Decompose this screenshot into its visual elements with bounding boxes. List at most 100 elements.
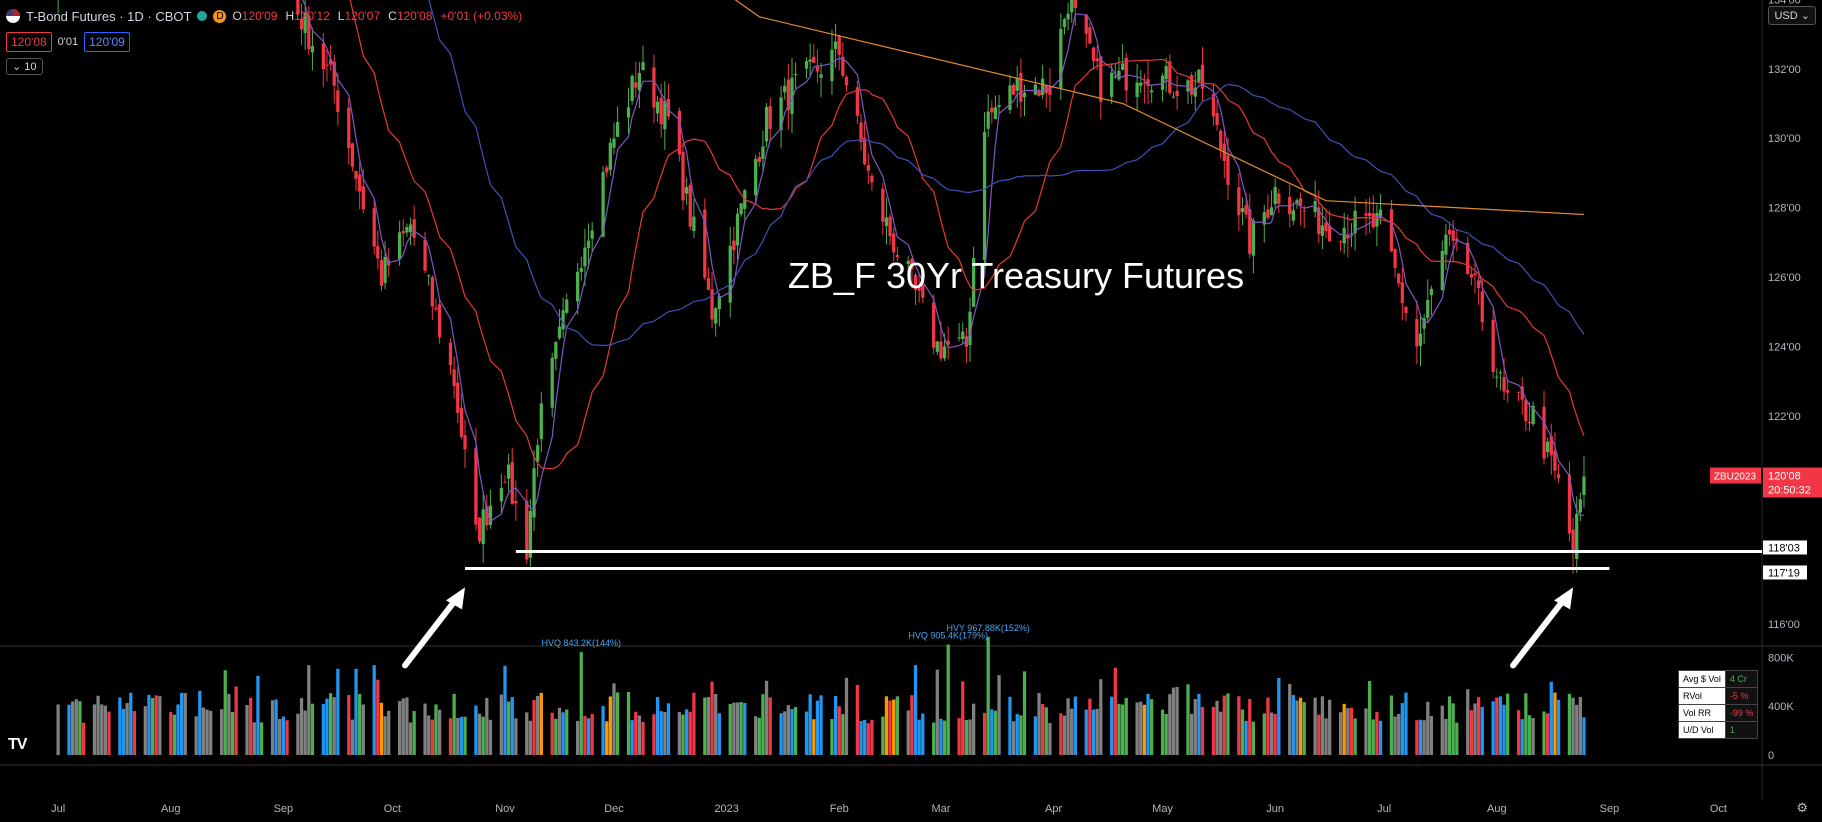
- candle-body: [1567, 474, 1572, 534]
- candle-body: [437, 304, 442, 338]
- candle-body: [1113, 76, 1117, 78]
- volume-bar: [735, 702, 740, 755]
- volume-bar: [1378, 720, 1383, 755]
- volume-bar: [361, 704, 365, 755]
- volume-bar: [990, 709, 994, 755]
- volume-bar: [194, 716, 198, 755]
- volume-bar: [550, 712, 554, 755]
- volume-bar: [833, 695, 838, 755]
- volume-bar: [1451, 703, 1455, 755]
- volume-bar: [234, 686, 238, 755]
- candle-body: [405, 226, 409, 233]
- volume-bar: [354, 668, 358, 755]
- time-tick-label: Mar: [931, 803, 950, 815]
- volume-bar: [121, 708, 126, 755]
- arrow-head: [446, 587, 466, 610]
- candle-body: [1211, 94, 1216, 117]
- volume-bar: [1418, 719, 1423, 755]
- candle-body: [310, 46, 315, 53]
- candle-body: [1524, 399, 1528, 422]
- candle-body: [921, 284, 925, 298]
- candle-body: [990, 107, 994, 113]
- low-value: 120'07: [344, 9, 381, 23]
- candle-body: [1248, 209, 1252, 254]
- high-value: 120'12: [294, 9, 330, 23]
- volume-spike-label: HVQ 905.4K(179%): [908, 631, 988, 641]
- volume-bar: [434, 704, 438, 755]
- candle-body: [488, 505, 493, 525]
- volume-bar: [278, 719, 282, 755]
- candle-body: [1393, 249, 1397, 269]
- volume-bar: [1048, 723, 1052, 755]
- volume-bar: [586, 718, 591, 755]
- buy-button[interactable]: 120'09: [84, 32, 130, 52]
- volume-bar: [917, 719, 921, 755]
- volume-bar: [376, 679, 380, 755]
- volume-bar: [78, 701, 82, 755]
- candle-body: [303, 13, 307, 33]
- candle-body: [1059, 28, 1063, 89]
- support-price-bg: [1763, 540, 1807, 555]
- ma_blue-line: [428, 0, 1585, 347]
- candle-body: [1298, 198, 1303, 206]
- volume-tick-label: 400K: [1768, 701, 1794, 713]
- candle-body: [1320, 225, 1325, 236]
- volume-bar: [1498, 696, 1503, 755]
- volume-bar: [997, 675, 1001, 755]
- volume-bar: [448, 718, 453, 755]
- volume-bar: [859, 720, 863, 755]
- volume-bar: [1015, 714, 1019, 755]
- candle-body: [347, 107, 351, 149]
- candle-body: [1200, 64, 1205, 89]
- stat-label: RVol: [1678, 687, 1726, 705]
- candle-body: [510, 461, 514, 504]
- volume-bar: [1160, 709, 1165, 755]
- volume-bar: [1240, 709, 1245, 755]
- candle-body: [1520, 386, 1524, 400]
- candle-body: [452, 369, 456, 387]
- candle-body: [961, 331, 965, 339]
- candle-body: [1473, 273, 1477, 276]
- volume-bar: [1011, 721, 1016, 755]
- candle-body: [652, 67, 656, 108]
- ma_red-line: [349, 0, 1585, 470]
- volume-bar: [201, 707, 206, 755]
- candle-body: [688, 184, 692, 227]
- volume-bar: [209, 710, 213, 755]
- candle-body: [1237, 187, 1241, 216]
- last-price-label: 120'08: [1768, 471, 1801, 483]
- candle-body: [888, 216, 892, 237]
- price-tick-label: 130'00: [1768, 133, 1801, 145]
- currency-selector[interactable]: USD ⌄: [1768, 6, 1816, 25]
- candle-body: [630, 75, 634, 101]
- candle-body: [735, 213, 740, 246]
- candle-body: [1328, 225, 1332, 242]
- volume-bar: [993, 710, 998, 755]
- settings-gear-icon[interactable]: ⚙: [1796, 800, 1808, 815]
- candle-body: [1110, 72, 1114, 97]
- annotation-arrow: [1510, 592, 1571, 669]
- volume-bar: [732, 702, 736, 755]
- candle-body: [1491, 319, 1495, 372]
- candle-body: [663, 100, 667, 130]
- volume-bar: [230, 711, 235, 755]
- sell-button[interactable]: 120'08: [6, 32, 52, 52]
- volume-bar: [910, 695, 914, 755]
- candle-body: [863, 137, 867, 165]
- volume-bar: [296, 713, 300, 755]
- volume-bar: [223, 670, 227, 755]
- candle-body: [554, 342, 558, 359]
- candle-body: [583, 247, 587, 267]
- volume-bar: [1473, 703, 1477, 755]
- symbol-title[interactable]: T-Bond Futures · 1D · CBOT: [26, 8, 192, 24]
- volume-bar: [1113, 667, 1117, 755]
- currency-label: USD: [1774, 10, 1798, 22]
- candle-body: [332, 61, 336, 86]
- volume-bar: [986, 636, 990, 755]
- volume-bar: [1135, 702, 1139, 755]
- chart-header: T-Bond Futures · 1D · CBOT D O120'09 H12…: [6, 6, 522, 26]
- volume-bar: [1317, 714, 1321, 755]
- indicators-toggle[interactable]: ⌄ 10: [6, 58, 43, 75]
- volume-bar: [372, 665, 376, 755]
